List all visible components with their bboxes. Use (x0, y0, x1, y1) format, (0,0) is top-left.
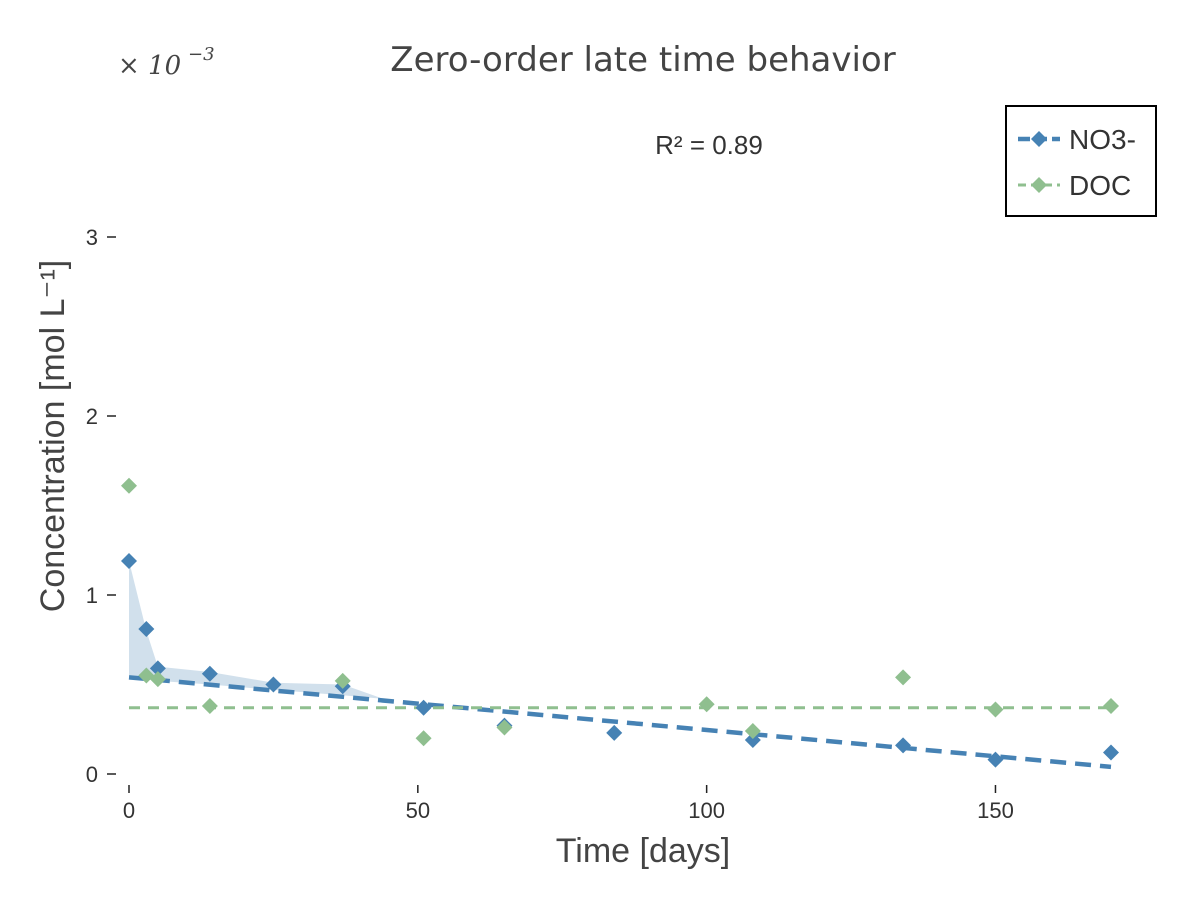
data-point-doc (334, 672, 351, 689)
legend-swatch-marker-no3 (1031, 131, 1047, 147)
data-point-no3 (121, 552, 137, 569)
data-point-no3 (138, 621, 155, 638)
y-tick-label: 1 (86, 583, 98, 608)
plot-area (121, 477, 1119, 770)
fit-line-no3 (128, 675, 1112, 770)
legend-swatch-marker-doc (1031, 177, 1047, 193)
data-point-doc (895, 669, 912, 686)
y-scale-factor-exponent: −3 (188, 44, 215, 65)
data-point-no3 (895, 737, 912, 754)
data-point-no3 (744, 731, 761, 748)
data-point-doc (149, 671, 166, 688)
x-tick-label: 0 (123, 798, 135, 823)
legend: NO3- DOC (1005, 105, 1157, 217)
data-point-doc (744, 723, 761, 740)
data-point-doc (496, 719, 513, 736)
legend-label-no3: NO3- (1069, 124, 1136, 155)
legend-label-doc: DOC (1069, 170, 1131, 201)
y-axis: 0 1 2 3 (86, 225, 116, 787)
data-point-no3 (201, 665, 218, 682)
data-point-doc (121, 477, 137, 494)
data-point-doc (1103, 697, 1119, 714)
y-scale-factor-base: × 10 (118, 51, 181, 81)
data-point-no3 (415, 699, 432, 716)
data-point-doc (987, 701, 1004, 718)
legend-box (1005, 105, 1157, 217)
x-tick-label: 50 (406, 798, 430, 823)
y-scale-factor: × 10 −3 (118, 44, 215, 81)
x-tick-label: 100 (688, 798, 725, 823)
x-axis: 0 50 100 150 (123, 785, 1014, 823)
y-tick-label: 3 (86, 225, 98, 250)
x-axis-label: Time [days] (556, 832, 730, 870)
y-tick-label: 0 (86, 762, 98, 787)
y-tick-label: 2 (86, 404, 98, 429)
data-point-no3 (987, 751, 1004, 768)
data-point-doc (415, 730, 432, 747)
chart-title: Zero-order late time behavior (390, 40, 895, 80)
data-point-no3 (265, 676, 282, 693)
r-squared-annotation: R² = 0.89 (655, 130, 763, 160)
data-point-no3 (1103, 744, 1119, 761)
data-point-doc (698, 696, 715, 713)
data-point-no3 (606, 724, 623, 741)
data-point-doc (201, 697, 218, 714)
y-axis-label: Concentration [mol L⁻¹] (34, 260, 72, 612)
x-tick-label: 150 (977, 798, 1014, 823)
data-point-no3 (149, 660, 166, 677)
